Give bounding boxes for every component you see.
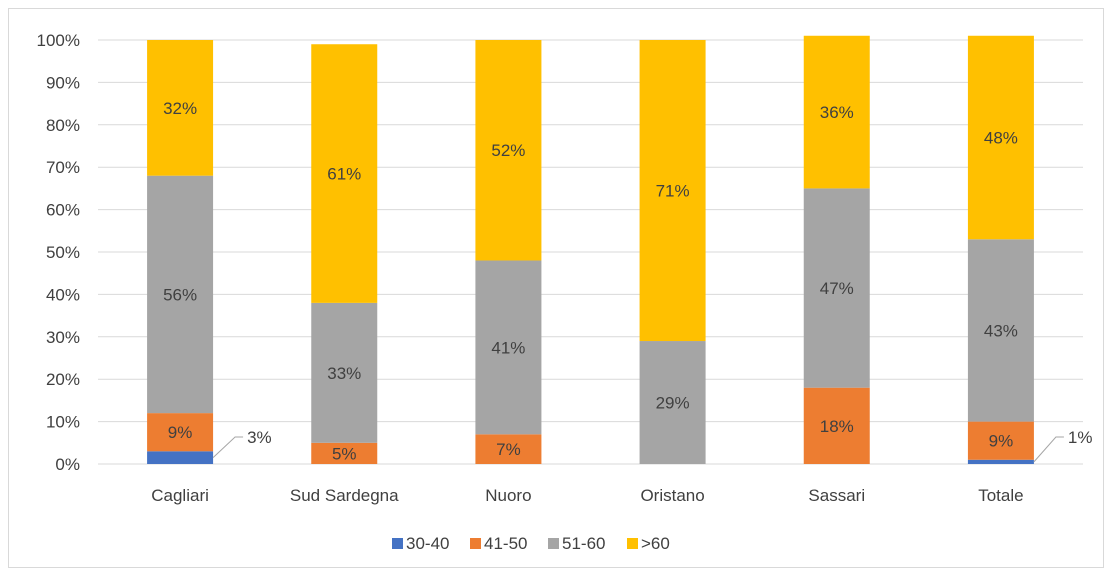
bar-segment-51-60	[803, 188, 870, 388]
data-label-leader-line	[1033, 436, 1064, 463]
legend-swatch-30-40	[392, 538, 403, 549]
x-category-label: Totale	[978, 486, 1023, 505]
y-tick-label: 100%	[37, 31, 80, 50]
data-label: 41%	[491, 338, 525, 357]
bar-segment-51-60	[147, 175, 214, 414]
bar-segment-gt60	[967, 35, 1034, 240]
data-label: 71%	[656, 182, 690, 201]
y-tick-label: 0%	[55, 455, 80, 474]
legend-swatch-gt60	[627, 538, 638, 549]
bar-segment-gt60	[311, 44, 378, 303]
bar-segment-30-40	[967, 459, 1034, 464]
data-label: 43%	[984, 321, 1018, 340]
bar-segment-51-60	[311, 302, 378, 443]
data-label: 29%	[656, 394, 690, 413]
data-label: 9%	[168, 423, 193, 442]
bar-segment-gt60	[639, 40, 706, 342]
y-tick-label: 50%	[46, 243, 80, 262]
x-category-label: Cagliari	[151, 486, 209, 505]
legend-swatch-51-60	[548, 538, 559, 549]
y-tick-label: 70%	[46, 158, 80, 177]
bar-segment-30-40	[147, 451, 214, 464]
bar-segment-41-50	[147, 413, 214, 452]
bar-segment-51-60	[475, 260, 542, 435]
y-tick-label: 60%	[46, 201, 80, 220]
data-label: 52%	[491, 141, 525, 160]
y-tick-label: 30%	[46, 328, 80, 347]
data-label: 7%	[496, 440, 521, 459]
data-label: 32%	[163, 99, 197, 118]
data-label: 36%	[820, 103, 854, 122]
data-label: 18%	[820, 417, 854, 436]
bar-segment-gt60	[147, 40, 214, 176]
y-tick-label: 90%	[46, 73, 80, 92]
data-label: 47%	[820, 279, 854, 298]
data-label: 5%	[332, 444, 357, 463]
bar-segment-51-60	[639, 341, 706, 464]
bar-segment-51-60	[967, 239, 1034, 422]
chart-frame	[8, 8, 1104, 568]
data-label: 48%	[984, 129, 1018, 148]
legend-swatch-41-50	[470, 538, 481, 549]
bar-segment-41-50	[475, 434, 542, 464]
y-tick-label: 10%	[46, 413, 80, 432]
legend-label: >60	[641, 534, 670, 553]
y-tick-label: 40%	[46, 285, 80, 304]
x-category-label: Sud Sardegna	[290, 486, 399, 505]
data-label: 9%	[989, 432, 1014, 451]
data-label: 56%	[163, 285, 197, 304]
bar-segment-41-50	[803, 387, 870, 464]
y-tick-label: 20%	[46, 370, 80, 389]
data-label: 33%	[327, 364, 361, 383]
x-category-label: Nuoro	[485, 486, 531, 505]
data-label: 3%	[247, 428, 272, 447]
x-category-label: Sassari	[808, 486, 865, 505]
y-tick-label: 80%	[46, 116, 80, 135]
bar-segment-41-50	[311, 442, 378, 464]
legend-label: 30-40	[406, 534, 449, 553]
bar-segment-gt60	[475, 40, 542, 261]
bar-segment-41-50	[967, 421, 1034, 460]
data-label: 61%	[327, 165, 361, 184]
legend-label: 41-50	[484, 534, 527, 553]
data-label-leader-line	[212, 436, 244, 459]
legend-label: 51-60	[562, 534, 605, 553]
x-category-label: Oristano	[640, 486, 704, 505]
bar-segment-gt60	[803, 35, 870, 189]
data-label: 1%	[1068, 428, 1093, 447]
